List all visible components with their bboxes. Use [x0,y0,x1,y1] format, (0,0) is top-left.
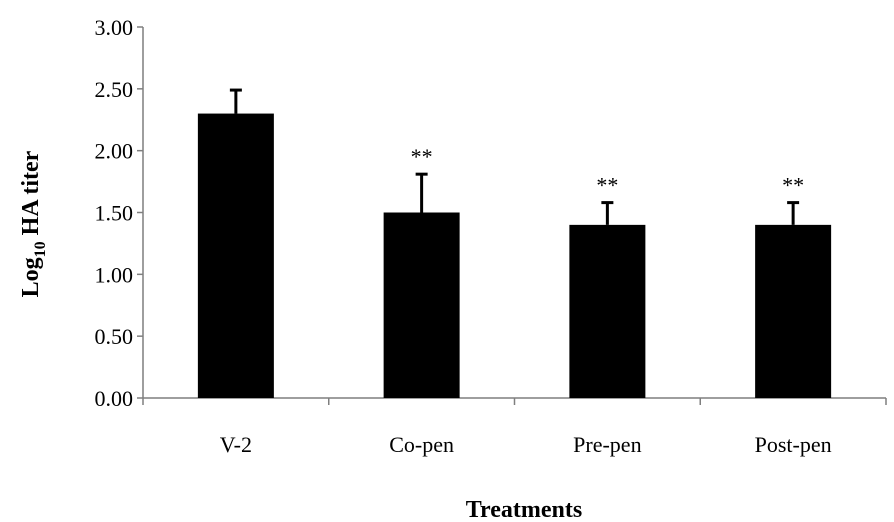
y-axis-title-rest: HA titer [18,150,44,241]
x-axis [142,397,887,405]
x-axis-title: Treatments [466,497,582,522]
y-tick-label: 1.50 [95,201,134,226]
category-label: Pre-pen [573,432,641,457]
bar-pre-pen [569,224,646,398]
significance-labels: ** ** ** [411,144,805,197]
bar-v-2 [197,113,274,399]
y-axis: 0.00 0.50 1.00 1.50 2.00 2.50 3.00 [95,15,144,411]
bar-co-pen [383,212,460,398]
y-axis-title: Log10 HA titer [18,150,49,297]
category-labels: V-2 Co-pen Pre-pen Post-pen [220,432,832,457]
significance-label: ** [596,173,618,198]
y-tick-label: 3.00 [95,15,134,40]
y-tick-label: 2.00 [95,139,134,164]
category-label: V-2 [220,432,252,457]
error-bars [229,88,800,225]
category-label: Post-pen [755,432,832,457]
y-tick-label: 0.50 [95,324,134,349]
y-tick-label: 1.00 [95,262,134,287]
y-tick-label: 2.50 [95,77,134,102]
y-axis-title-base: Log [18,257,44,297]
category-label: Co-pen [389,432,454,457]
significance-label: ** [782,173,804,198]
significance-label: ** [411,144,433,169]
bar-post-pen [755,224,832,398]
bars [197,113,832,399]
y-tick-label: 0.00 [95,386,134,411]
y-axis-title-subscript: 10 [32,241,49,257]
